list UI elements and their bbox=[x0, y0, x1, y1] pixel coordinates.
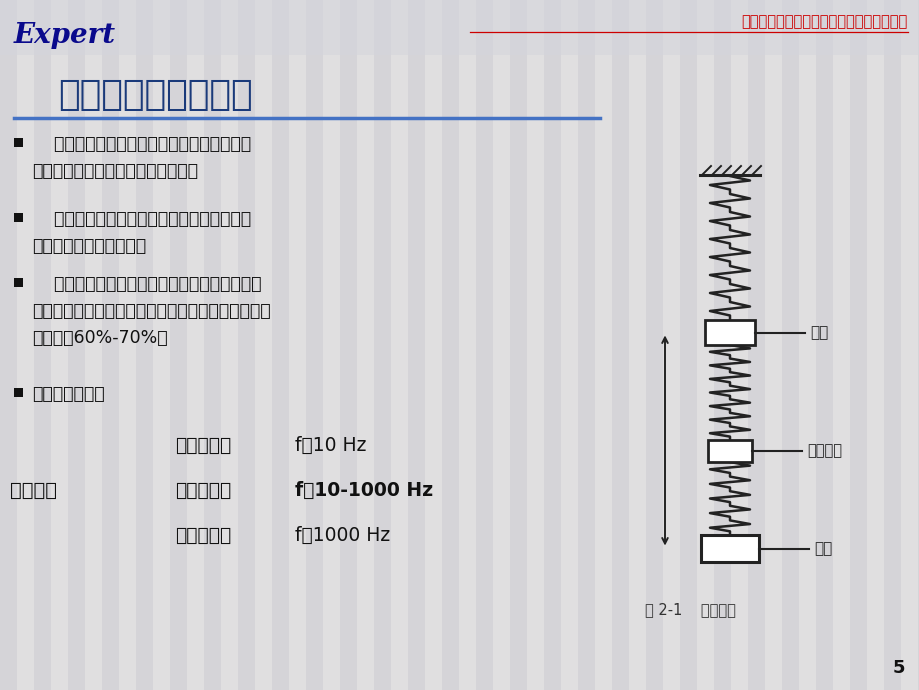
Bar bbox=[509, 0, 527, 690]
Bar bbox=[577, 0, 595, 690]
Bar bbox=[475, 0, 493, 690]
Text: 上限: 上限 bbox=[809, 325, 827, 340]
Bar bbox=[611, 0, 629, 690]
Bar bbox=[917, 0, 919, 690]
Text: 高频振动：: 高频振动： bbox=[175, 526, 231, 544]
Text: 郑州恩普特设备诊断工程有限公司培训资料: 郑州恩普特设备诊断工程有限公司培训资料 bbox=[741, 14, 907, 30]
Text: 低频振动：: 低频振动： bbox=[175, 435, 231, 455]
Bar bbox=[0, 0, 919, 55]
Text: 5: 5 bbox=[891, 659, 904, 677]
Bar bbox=[849, 0, 866, 690]
Bar bbox=[14, 388, 23, 397]
Bar bbox=[136, 0, 153, 690]
Text: f＞1000 Hz: f＞1000 Hz bbox=[295, 526, 390, 544]
Bar bbox=[272, 0, 289, 690]
Bar bbox=[679, 0, 697, 690]
Bar bbox=[306, 0, 323, 690]
Bar bbox=[34, 0, 51, 690]
Bar bbox=[14, 138, 23, 147]
Text: 机械振动: 机械振动 bbox=[10, 480, 57, 500]
Bar bbox=[68, 0, 85, 690]
Text: 中频振动：: 中频振动： bbox=[175, 480, 231, 500]
Text: 下限: 下限 bbox=[813, 541, 832, 556]
Text: f＝10-1000 Hz: f＝10-1000 Hz bbox=[295, 480, 433, 500]
Text: 按振动频率分类: 按振动频率分类 bbox=[32, 385, 105, 403]
Bar bbox=[713, 0, 731, 690]
Bar bbox=[543, 0, 561, 690]
Text: Expert: Expert bbox=[14, 21, 116, 48]
Bar bbox=[704, 320, 754, 345]
Bar bbox=[781, 0, 798, 690]
Text: f＜10 Hz: f＜10 Hz bbox=[295, 435, 366, 455]
Bar bbox=[815, 0, 832, 690]
Text: 振动有时对人类是有害的，但有时人们可以
利用振动来为我们服务。: 振动有时对人类是有害的，但有时人们可以 利用振动来为我们服务。 bbox=[32, 210, 251, 255]
Text: 振动是物体运动的一种形式，通常是指物体
经过其平衡位置而往复变化的过程。: 振动是物体运动的一种形式，通常是指物体 经过其平衡位置而往复变化的过程。 bbox=[32, 135, 251, 180]
Bar bbox=[700, 535, 758, 562]
Bar bbox=[374, 0, 391, 690]
Bar bbox=[14, 278, 23, 287]
Bar bbox=[645, 0, 663, 690]
Bar bbox=[708, 440, 751, 462]
Bar bbox=[0, 0, 17, 690]
Bar bbox=[102, 0, 119, 690]
Text: 振动诊断的基本知识: 振动诊断的基本知识 bbox=[58, 78, 253, 112]
Text: 只要是运转的机器，都或多或少地发生振动，
因此，振动诊断在各种诊断方法中所占的比例最大，
一般可达60%-70%。: 只要是运转的机器，都或多或少地发生振动， 因此，振动诊断在各种诊断方法中所占的比… bbox=[32, 275, 270, 347]
Bar bbox=[340, 0, 357, 690]
Bar bbox=[747, 0, 765, 690]
Text: 平衡位置: 平衡位置 bbox=[806, 444, 841, 458]
Bar bbox=[441, 0, 459, 690]
Bar bbox=[14, 213, 23, 222]
Bar bbox=[170, 0, 187, 690]
Text: 图 2-1    弹簧振动: 图 2-1 弹簧振动 bbox=[644, 602, 735, 618]
Bar bbox=[204, 0, 221, 690]
Bar bbox=[407, 0, 425, 690]
Bar bbox=[238, 0, 255, 690]
Bar bbox=[883, 0, 900, 690]
